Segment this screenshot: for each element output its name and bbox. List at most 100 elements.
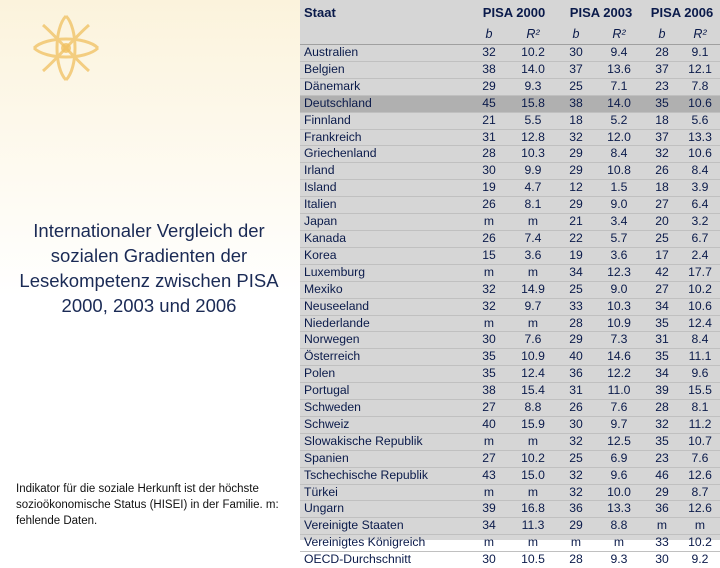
value-cell: 7.6 bbox=[594, 400, 644, 417]
value-cell: 10.2 bbox=[680, 535, 720, 552]
value-cell: 30 bbox=[470, 332, 508, 349]
value-cell: 31 bbox=[470, 129, 508, 146]
country-cell: Niederlande bbox=[300, 315, 470, 332]
value-cell: 10.3 bbox=[508, 146, 558, 163]
value-cell: 34 bbox=[470, 518, 508, 535]
value-cell: 22 bbox=[558, 230, 594, 247]
value-cell: 27 bbox=[644, 197, 680, 214]
value-cell: 10.2 bbox=[680, 281, 720, 298]
value-cell: 28 bbox=[558, 552, 594, 568]
value-cell: 10.2 bbox=[508, 450, 558, 467]
value-cell: 32 bbox=[470, 298, 508, 315]
pisa-table-panel: Staat PISA 2000 PISA 2003 PISA 2006 b R²… bbox=[300, 0, 720, 540]
value-cell: 23 bbox=[644, 450, 680, 467]
value-cell: 8.7 bbox=[680, 484, 720, 501]
value-cell: m bbox=[558, 535, 594, 552]
value-cell: 32 bbox=[644, 416, 680, 433]
value-cell: 35 bbox=[644, 433, 680, 450]
footnote: Indikator für die soziale Herkunft ist d… bbox=[16, 481, 286, 529]
value-cell: 34 bbox=[644, 366, 680, 383]
value-cell: 10.7 bbox=[680, 433, 720, 450]
value-cell: 26 bbox=[470, 197, 508, 214]
value-cell: 10.6 bbox=[680, 95, 720, 112]
value-cell: 40 bbox=[470, 416, 508, 433]
value-cell: 29 bbox=[558, 146, 594, 163]
value-cell: 28 bbox=[558, 315, 594, 332]
value-cell: 29 bbox=[558, 332, 594, 349]
country-cell: Frankreich bbox=[300, 129, 470, 146]
value-cell: 21 bbox=[558, 214, 594, 231]
value-cell: m bbox=[508, 264, 558, 281]
value-cell: 35 bbox=[644, 95, 680, 112]
value-cell: 6.7 bbox=[680, 230, 720, 247]
value-cell: 26 bbox=[470, 230, 508, 247]
value-cell: 11.3 bbox=[508, 518, 558, 535]
value-cell: 8.1 bbox=[508, 197, 558, 214]
value-cell: 35 bbox=[470, 349, 508, 366]
value-cell: 15.8 bbox=[508, 95, 558, 112]
value-cell: 39 bbox=[470, 501, 508, 518]
value-cell: 8.4 bbox=[594, 146, 644, 163]
country-cell: Japan bbox=[300, 214, 470, 231]
value-cell: 10.2 bbox=[508, 45, 558, 62]
value-cell: m bbox=[470, 214, 508, 231]
value-cell: 11.2 bbox=[680, 416, 720, 433]
value-cell: 7.6 bbox=[680, 450, 720, 467]
value-cell: 5.2 bbox=[594, 112, 644, 129]
country-cell: Mexiko bbox=[300, 281, 470, 298]
value-cell: 37 bbox=[558, 61, 594, 78]
value-cell: 9.6 bbox=[680, 366, 720, 383]
country-cell: Portugal bbox=[300, 383, 470, 400]
value-cell: 30 bbox=[470, 163, 508, 180]
country-cell: Dänemark bbox=[300, 78, 470, 95]
country-cell: Neuseeland bbox=[300, 298, 470, 315]
country-cell: Italien bbox=[300, 197, 470, 214]
sub-header: R² bbox=[594, 26, 644, 45]
value-cell: 13.3 bbox=[680, 129, 720, 146]
value-cell: 34 bbox=[558, 264, 594, 281]
value-cell: 38 bbox=[470, 383, 508, 400]
value-cell: 29 bbox=[644, 484, 680, 501]
year-header-2000: PISA 2000 bbox=[470, 0, 558, 26]
staat-header: Staat bbox=[300, 0, 470, 26]
value-cell: 10.6 bbox=[680, 298, 720, 315]
value-cell: 38 bbox=[470, 61, 508, 78]
value-cell: 32 bbox=[558, 129, 594, 146]
value-cell: 40 bbox=[558, 349, 594, 366]
value-cell: 3.9 bbox=[680, 180, 720, 197]
value-cell: 13.6 bbox=[594, 61, 644, 78]
country-cell: Schweden bbox=[300, 400, 470, 417]
value-cell: 14.9 bbox=[508, 281, 558, 298]
value-cell: 37 bbox=[644, 129, 680, 146]
value-cell: 29 bbox=[558, 518, 594, 535]
country-cell: Finnland bbox=[300, 112, 470, 129]
value-cell: 10.3 bbox=[594, 298, 644, 315]
value-cell: 8.8 bbox=[594, 518, 644, 535]
value-cell: 12.2 bbox=[594, 366, 644, 383]
value-cell: 30 bbox=[470, 552, 508, 568]
value-cell: 10.9 bbox=[594, 315, 644, 332]
value-cell: 10.6 bbox=[680, 146, 720, 163]
value-cell: 18 bbox=[644, 112, 680, 129]
country-cell: Irland bbox=[300, 163, 470, 180]
value-cell: 37 bbox=[644, 61, 680, 78]
value-cell: 17 bbox=[644, 247, 680, 264]
country-cell: Korea bbox=[300, 247, 470, 264]
value-cell: 25 bbox=[558, 450, 594, 467]
value-cell: 9.1 bbox=[680, 45, 720, 62]
value-cell: m bbox=[470, 315, 508, 332]
